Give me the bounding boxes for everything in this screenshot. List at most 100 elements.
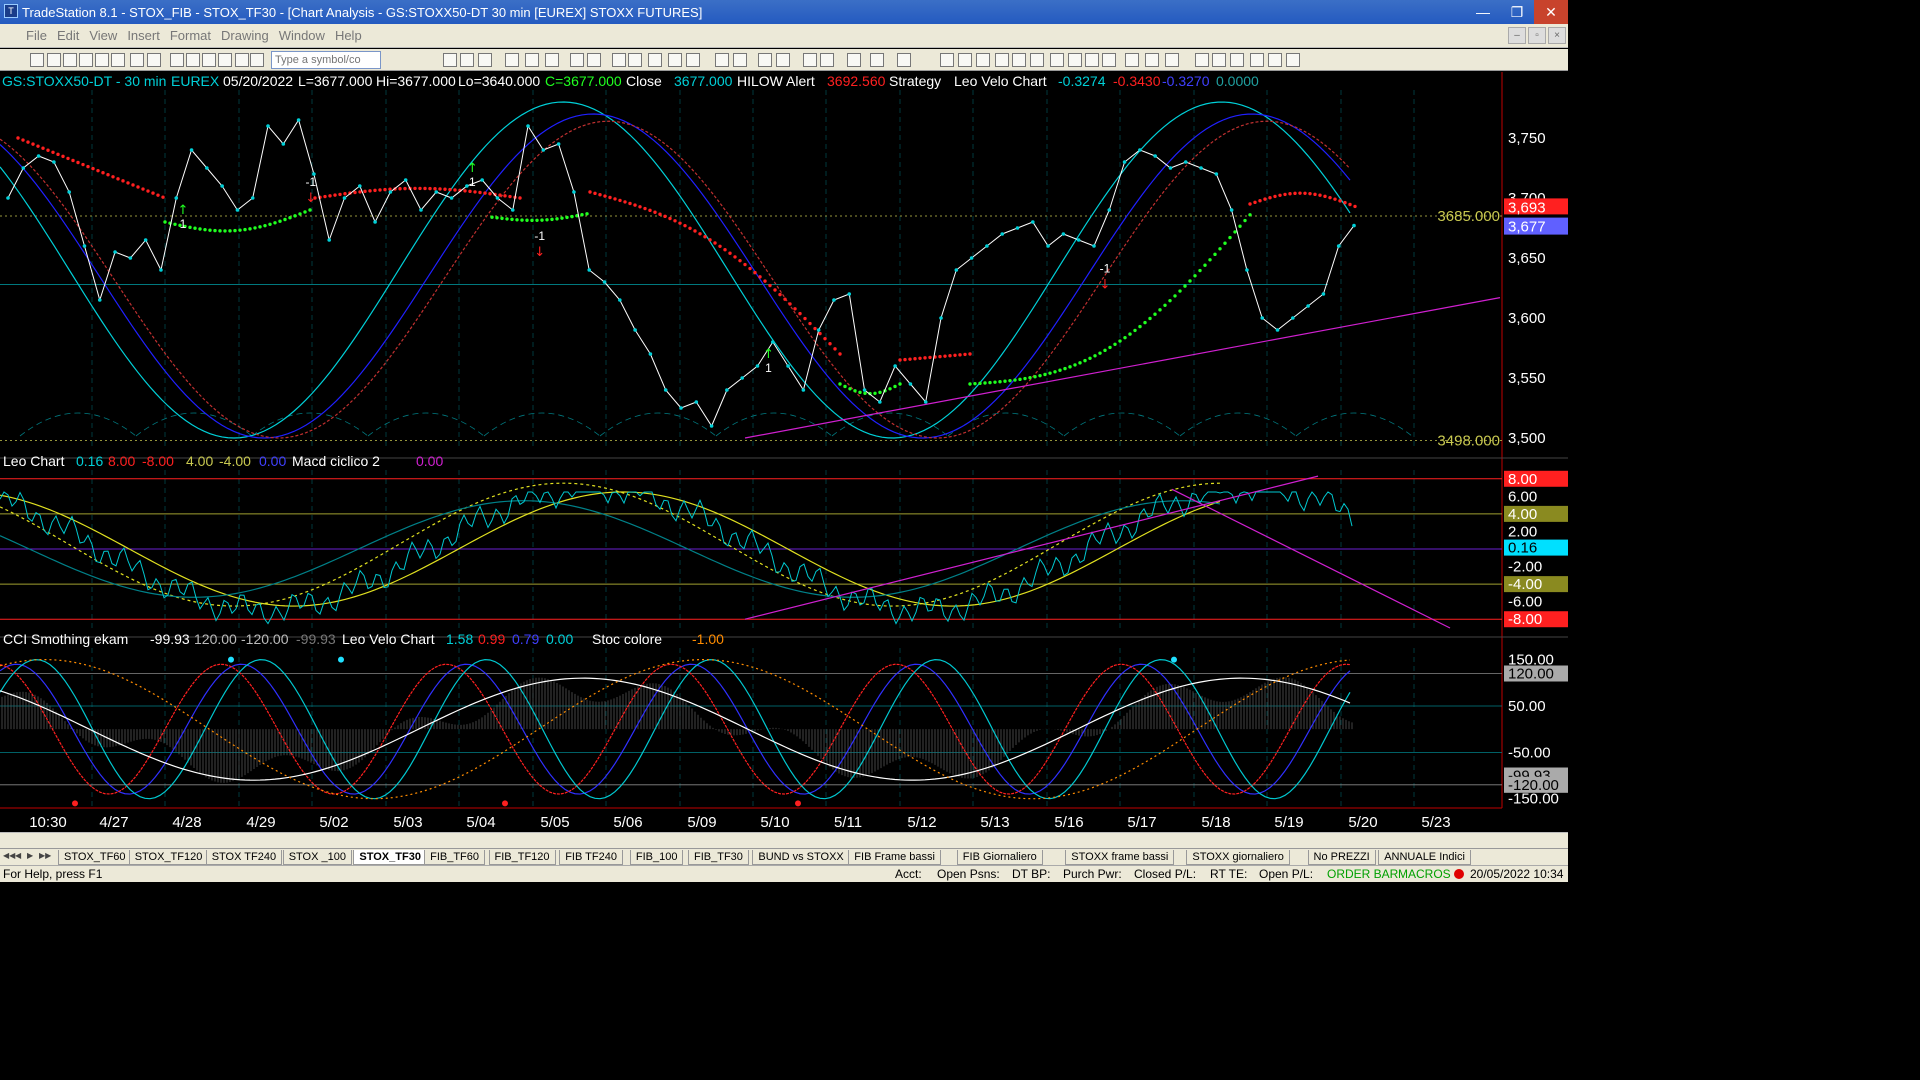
close-price-point — [189, 148, 194, 152]
toolbar-tool-icon-4[interactable] — [79, 53, 93, 67]
mdi-minimize-button[interactable]: – — [1508, 27, 1526, 44]
close-price-point — [373, 220, 377, 224]
toolbar-tool-icon-7[interactable] — [130, 53, 144, 67]
toolbar-tool-icon-16[interactable] — [460, 53, 474, 67]
tab-fib-tf240[interactable]: FIB TF240 — [559, 850, 623, 865]
toolbar-tool-icon-28[interactable] — [715, 53, 729, 67]
toolbar-tool-icon-14[interactable] — [250, 53, 264, 67]
toolbar-tool-icon-32[interactable] — [803, 53, 817, 67]
tab-stoxx-giornaliero[interactable]: STOXX giornaliero — [1186, 850, 1290, 865]
tab-stox-tf60[interactable]: STOX_TF60 — [58, 850, 132, 865]
toolbar-tool-icon-11[interactable] — [202, 53, 216, 67]
tab-fib-tf120[interactable]: FIB_TF120 — [488, 850, 556, 865]
toolbar-tool-icon-21[interactable] — [570, 53, 584, 67]
tab-stox-tf120[interactable]: STOX_TF120 — [128, 850, 209, 865]
toolbar-tool-icon-22[interactable] — [587, 53, 601, 67]
toolbar-tool-icon-3[interactable] — [63, 53, 77, 67]
menu-help[interactable]: Help — [334, 28, 362, 43]
toolbar-tool-icon-19[interactable] — [525, 53, 539, 67]
toolbar-tool-icon-42[interactable] — [1030, 53, 1044, 67]
stop-dot-green — [213, 228, 217, 233]
toolbar-tool-icon-48[interactable] — [1145, 53, 1159, 67]
toolbar-tool-icon-47[interactable] — [1125, 53, 1139, 67]
toolbar-tool-icon-46[interactable] — [1102, 53, 1116, 67]
toolbar-tool-icon-8[interactable] — [147, 53, 161, 67]
toolbar-tool-icon-29[interactable] — [733, 53, 747, 67]
symbol-input[interactable] — [271, 51, 381, 69]
stop-dot-red — [418, 186, 422, 191]
mdi-restore-button[interactable]: ▫ — [1528, 27, 1546, 44]
tab-no-prezzi[interactable]: No PREZZI — [1307, 850, 1376, 865]
toolbar-tool-icon-25[interactable] — [648, 53, 662, 67]
chart-area[interactable]: 10:30 4/27 4/28 4/29 5/02 5/03 5/04 5/05 5/06 5/0… — [0, 72, 1568, 834]
toolbar-tool-icon-30[interactable] — [758, 53, 772, 67]
toolbar-tool-icon-20[interactable] — [545, 53, 559, 67]
tab-stox-tf240[interactable]: STOX TF240 — [205, 850, 283, 865]
restore-button[interactable]: ❐ — [1510, 4, 1524, 20]
toolbar-tool-icon-10[interactable] — [186, 53, 200, 67]
toolbar-tool-icon-38[interactable] — [958, 53, 972, 67]
tab-fib-tf30[interactable]: FIB_TF30 — [688, 850, 749, 865]
toolbar-tool-icon-13[interactable] — [235, 53, 249, 67]
toolbar-tool-icon-15[interactable] — [443, 53, 457, 67]
toolbar-tool-icon-35[interactable] — [870, 53, 884, 67]
menu-edit[interactable]: Edit — [56, 28, 80, 43]
toolbar-tool-icon-1[interactable] — [30, 53, 44, 67]
toolbar-tool-icon-9[interactable] — [170, 53, 184, 67]
toolbar-tool-icon-6[interactable] — [111, 53, 125, 67]
toolbar-tool-icon-33[interactable] — [820, 53, 834, 67]
tab-scroll-arrow-icon[interactable]: ◀ — [15, 851, 22, 860]
tab-scroll-arrow-icon[interactable]: ▶ — [27, 851, 34, 860]
toolbar-tool-icon-52[interactable] — [1230, 53, 1244, 67]
menu-insert[interactable]: Insert — [127, 28, 160, 43]
toolbar-tool-icon-34[interactable] — [847, 53, 861, 67]
tab-fib-tf60[interactable]: FIB_TF60 — [424, 850, 485, 865]
menu-file[interactable]: File — [26, 28, 47, 43]
tab-fib-frame-bassi[interactable]: FIB Frame bassi — [848, 850, 941, 865]
tab-annuale-indici[interactable]: ANNUALE Indici — [1378, 850, 1471, 865]
menu-drawing[interactable]: Drawing — [221, 28, 269, 43]
close-button[interactable]: ✕ — [1534, 0, 1568, 24]
toolbar-tool-icon-50[interactable] — [1195, 53, 1209, 67]
toolbar-tool-icon-24[interactable] — [628, 53, 642, 67]
toolbar-tool-icon-44[interactable] — [1068, 53, 1082, 67]
toolbar-tool-icon-23[interactable] — [612, 53, 626, 67]
toolbar-tool-icon-27[interactable] — [686, 53, 700, 67]
toolbar-tool-icon-45[interactable] — [1085, 53, 1099, 67]
tab-scroll-arrow-icon[interactable]: ▶▶ — [39, 851, 52, 860]
toolbar-tool-icon-55[interactable] — [1286, 53, 1300, 67]
tab-stox-100[interactable]: STOX _100 — [282, 850, 352, 865]
toolbar-tool-icon-18[interactable] — [505, 53, 519, 67]
status-order-bar[interactable]: ORDER BAR — [1327, 867, 1399, 881]
toolbar-tool-icon-36[interactable] — [897, 53, 911, 67]
tab-bund-vs-stoxx[interactable]: BUND vs STOXX — [752, 850, 850, 865]
toolbar-tool-icon-49[interactable] — [1165, 53, 1179, 67]
menu-format[interactable]: Format — [169, 28, 211, 43]
tab-stox-tf30[interactable]: STOX_TF30 — [353, 850, 427, 865]
toolbar-tool-icon-12[interactable] — [218, 53, 232, 67]
toolbar-tool-icon-39[interactable] — [976, 53, 990, 67]
toolbar-tool-icon-40[interactable] — [995, 53, 1009, 67]
toolbar-tool-icon-53[interactable] — [1250, 53, 1264, 67]
mdi-close-button[interactable]: × — [1548, 27, 1566, 44]
toolbar-tool-icon-2[interactable] — [47, 53, 61, 67]
toolbar-tool-icon-37[interactable] — [940, 53, 954, 67]
toolbar-tool-icon-17[interactable] — [478, 53, 492, 67]
toolbar-tool-icon-26[interactable] — [668, 53, 682, 67]
minimize-button[interactable]: — — [1476, 4, 1490, 20]
status-macros[interactable]: MACROS — [1398, 867, 1451, 881]
menu-window[interactable]: Window — [278, 28, 325, 43]
toolbar-tool-icon-43[interactable] — [1050, 53, 1064, 67]
menu-view[interactable]: View — [89, 28, 118, 43]
tab-scroll-arrow-icon[interactable]: ◀◀ — [3, 851, 16, 860]
tab-fib-100[interactable]: FIB_100 — [629, 850, 684, 865]
toolbar-tool-icon-51[interactable] — [1212, 53, 1226, 67]
tab-stoxx-frame-bassi[interactable]: STOXX frame bassi — [1065, 850, 1175, 865]
toolbar-tool-icon-5[interactable] — [95, 53, 109, 67]
horizontal-scrollbar[interactable] — [0, 832, 1568, 848]
toolbar-tool-icon-41[interactable] — [1012, 53, 1026, 67]
app-icon[interactable]: T — [4, 4, 18, 18]
toolbar-tool-icon-54[interactable] — [1268, 53, 1282, 67]
toolbar-tool-icon-31[interactable] — [776, 53, 790, 67]
tab-fib-giornaliero[interactable]: FIB Giornaliero — [956, 850, 1043, 865]
